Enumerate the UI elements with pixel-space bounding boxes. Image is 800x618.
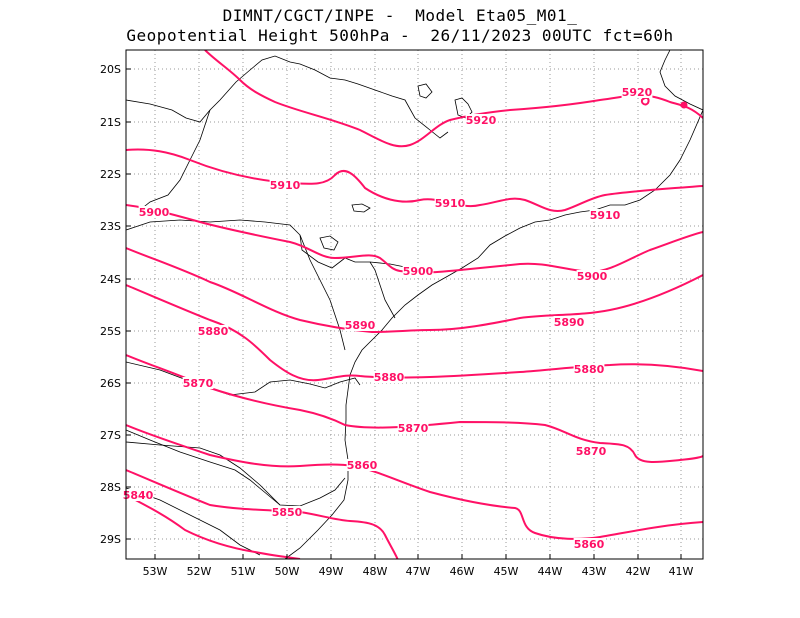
contour-label-background <box>397 422 429 434</box>
state-border-sp-pr <box>126 219 426 276</box>
latitude-label: 27S <box>100 429 121 442</box>
lake-2 <box>319 235 339 251</box>
contour-label-background <box>271 506 303 518</box>
longitude-label: 43W <box>582 565 607 578</box>
longitude-label: 42W <box>626 565 651 578</box>
border-argentina <box>126 441 281 506</box>
inland-river-2 <box>299 234 346 351</box>
chart-title-line-1: DIMNT/CGCT/INPE - Model Eta05_M01_ <box>222 6 578 25</box>
longitude-label: 41W <box>669 565 694 578</box>
contour-line-5870 <box>126 354 703 463</box>
contour-label-background <box>269 179 301 191</box>
latitude-label: 22S <box>100 168 121 181</box>
contour-label-5910: 5910 <box>435 197 466 210</box>
contour-label-5870: 5870 <box>576 445 607 458</box>
contour-label-5900: 5900 <box>139 206 170 219</box>
longitude-label: 49W <box>319 565 344 578</box>
contour-label-background <box>589 209 621 221</box>
latitude-label: 28S <box>100 481 121 494</box>
longitude-label: 44W <box>538 565 563 578</box>
contour-label-background <box>122 489 154 501</box>
chart-title-line-2: Geopotential Height 500hPa - 26/11/2023 … <box>126 26 674 45</box>
contour-label-5870: 5870 <box>183 377 214 390</box>
map-frame <box>125 49 704 560</box>
contour-label-background <box>197 325 229 337</box>
longitude-label: 45W <box>494 565 519 578</box>
contour-line-5840 <box>126 494 301 559</box>
contour-label-5890: 5890 <box>345 319 376 332</box>
contour-label-background <box>575 445 607 457</box>
contour-label-5920: 5920 <box>622 86 653 99</box>
state-border-sc-rs <box>126 429 346 507</box>
latitude-label: 23S <box>100 220 121 233</box>
contour-label-5880: 5880 <box>198 325 229 338</box>
contour-label-5850: 5850 <box>272 506 303 519</box>
contour-label-5900: 5900 <box>403 265 434 278</box>
contour-label-background <box>621 86 653 98</box>
contour-label-5910: 5910 <box>590 209 621 222</box>
coastline <box>284 109 703 559</box>
coastline-north <box>659 50 703 111</box>
latitude-labels: 20S 21S 22S 23S 24S 25S 26S 27S 28S 29S <box>100 63 131 546</box>
latitude-label: 29S <box>100 533 121 546</box>
longitude-label: 52W <box>187 565 212 578</box>
grid-lines <box>126 50 703 559</box>
contour-label-5880: 5880 <box>574 363 605 376</box>
contour-label-background <box>573 363 605 375</box>
contour-label-5870: 5870 <box>398 422 429 435</box>
contour-label-background <box>138 206 170 218</box>
state-border-ms-sp <box>139 109 211 211</box>
contour-label-5910: 5910 <box>270 179 301 192</box>
contour-dot <box>680 101 688 109</box>
contour-label-5860: 5860 <box>574 538 605 551</box>
contour-line-5900 <box>126 204 703 274</box>
longitude-label: 50W <box>275 565 300 578</box>
contour-label-background <box>434 197 466 209</box>
contour-label-background <box>373 371 405 383</box>
longitude-label: 48W <box>363 565 388 578</box>
inland-river-1 <box>369 261 396 319</box>
contour-label-background <box>573 538 605 550</box>
contour-label-background <box>346 459 378 471</box>
contour-label-background <box>402 265 434 277</box>
latitude-label: 25S <box>100 325 121 338</box>
contour-line-5910 <box>126 148 703 212</box>
contour-label-background <box>182 377 214 389</box>
longitude-label: 47W <box>406 565 431 578</box>
lake-4 <box>417 83 433 99</box>
longitude-label: 51W <box>231 565 256 578</box>
contour-label-5840: 5840 <box>123 489 154 502</box>
longitude-label: 53W <box>143 565 168 578</box>
contour-labels: 5920 5920 5910 5910 5910 5900 5900 5900 5890 5890… <box>122 86 653 551</box>
latitude-label: 24S <box>100 273 121 286</box>
latitude-label: 21S <box>100 116 121 129</box>
contour-label-background <box>465 114 497 126</box>
longitude-label: 46W <box>450 565 475 578</box>
contour-line-5920-closed <box>640 96 650 106</box>
contour-line-5860 <box>126 424 703 540</box>
lake-3 <box>351 203 371 213</box>
contour-label-background <box>576 270 608 282</box>
coastline-and-borders <box>126 50 703 559</box>
border-uruguay <box>126 487 261 556</box>
state-border-mg-sp <box>126 55 449 139</box>
lake-1 <box>454 97 473 119</box>
contour-label-5880: 5880 <box>374 371 405 384</box>
contour-label-5890: 5890 <box>554 316 585 329</box>
contour-line-5890 <box>126 247 703 334</box>
geopotential-contours <box>126 50 703 559</box>
contour-label-background <box>553 316 585 328</box>
contour-label-5900: 5900 <box>577 270 608 283</box>
latitude-label: 26S <box>100 377 121 390</box>
contour-label-5920: 5920 <box>466 114 497 127</box>
contour-line-5850 <box>126 469 399 559</box>
longitude-labels: 53W 52W 51W 50W 49W 48W 47W 46W 45W 44W 43W 42W 41W <box>143 554 694 578</box>
latitude-label: 20S <box>100 63 121 76</box>
contour-label-background <box>344 319 376 331</box>
contour-label-5860: 5860 <box>347 459 378 472</box>
